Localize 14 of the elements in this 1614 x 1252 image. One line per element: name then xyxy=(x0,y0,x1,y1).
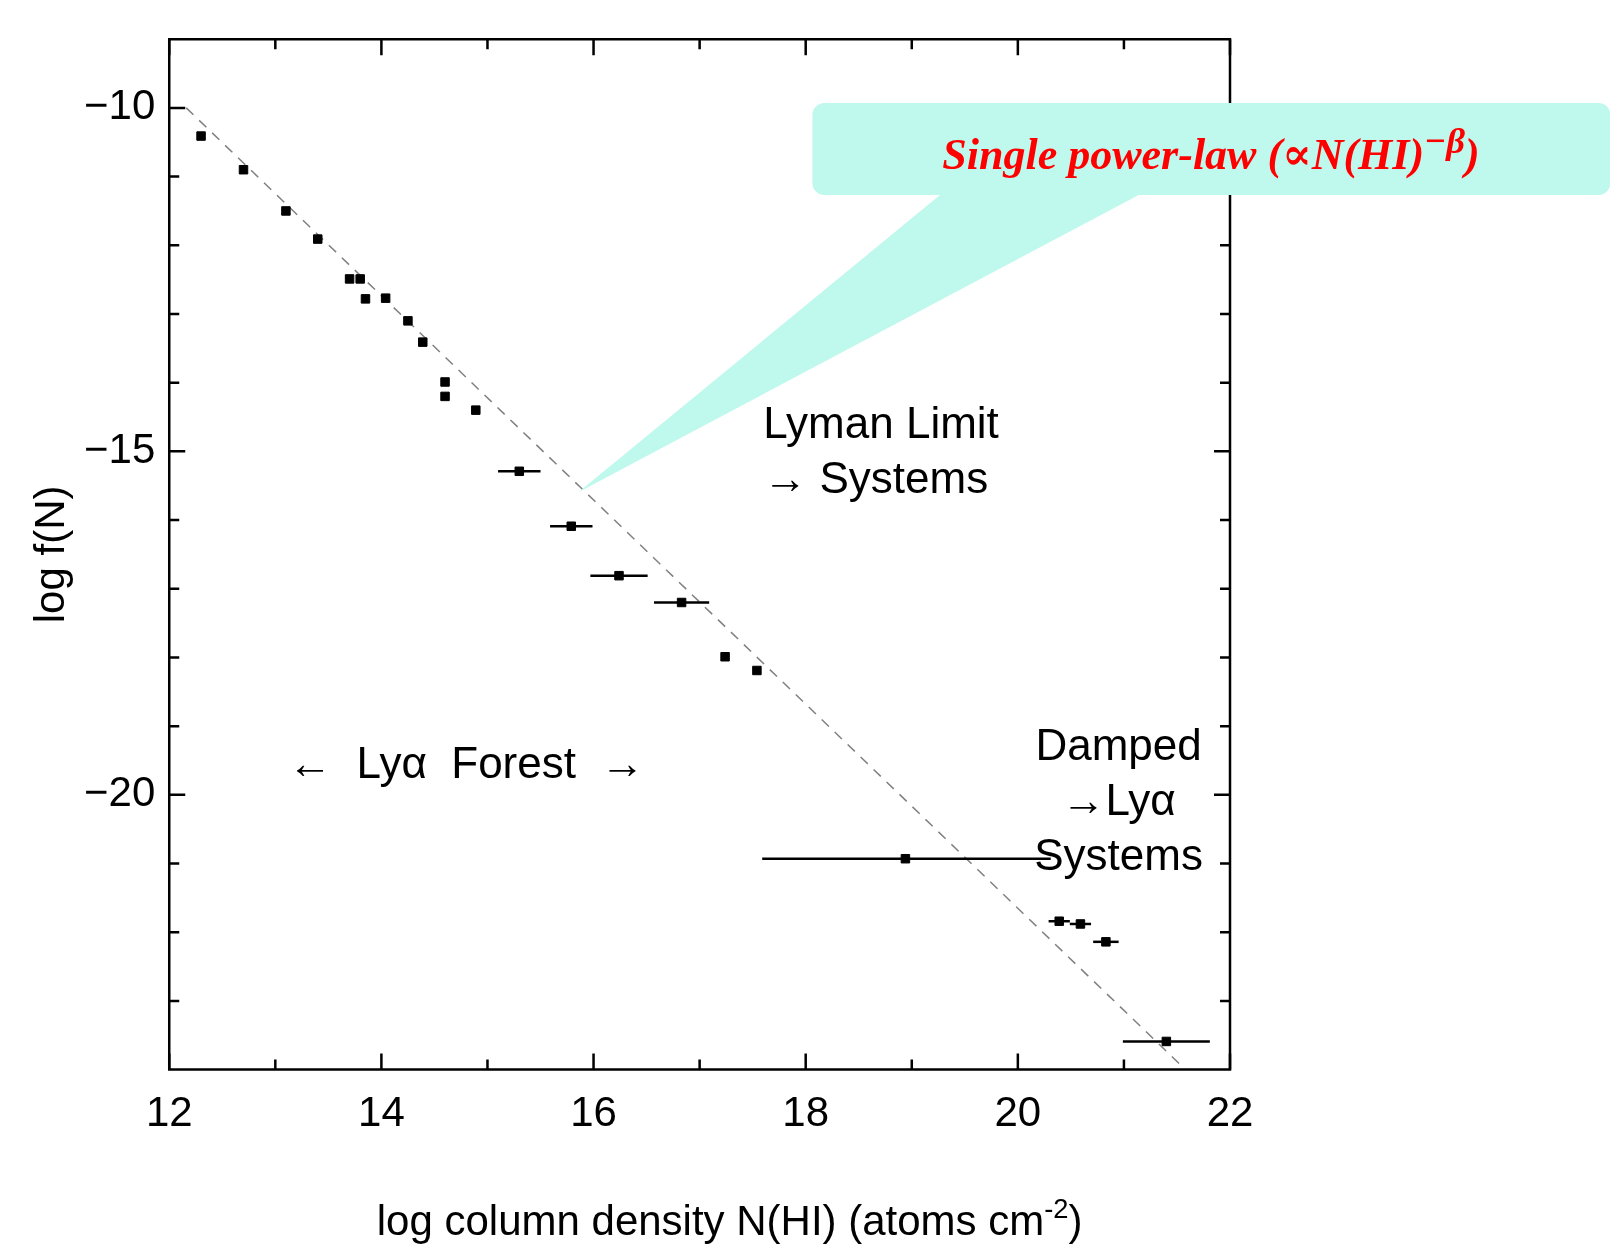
y-axis-title: log f(N) xyxy=(26,485,74,624)
x-tick-label: 18 xyxy=(782,1088,830,1136)
annotation: Single power-law (∝N(HI)$^{−β}$) xyxy=(942,118,1480,180)
x-tick-label: 22 xyxy=(1206,1088,1254,1136)
y-tick-label: −15 xyxy=(83,424,156,472)
x-tick-label: 12 xyxy=(145,1088,193,1136)
y-tick-label: −20 xyxy=(83,768,156,816)
x-tick-label: 14 xyxy=(358,1088,405,1136)
y-tick-label: −10 xyxy=(83,81,156,129)
annotation: Damped →Lyα Systems xyxy=(1034,720,1203,880)
annotation: Lyman Limit → Systems xyxy=(763,397,999,502)
x-tick-label: 16 xyxy=(570,1088,617,1136)
annotation: ← Lyα Forest → xyxy=(288,737,645,787)
x-tick-label: 20 xyxy=(994,1088,1042,1136)
